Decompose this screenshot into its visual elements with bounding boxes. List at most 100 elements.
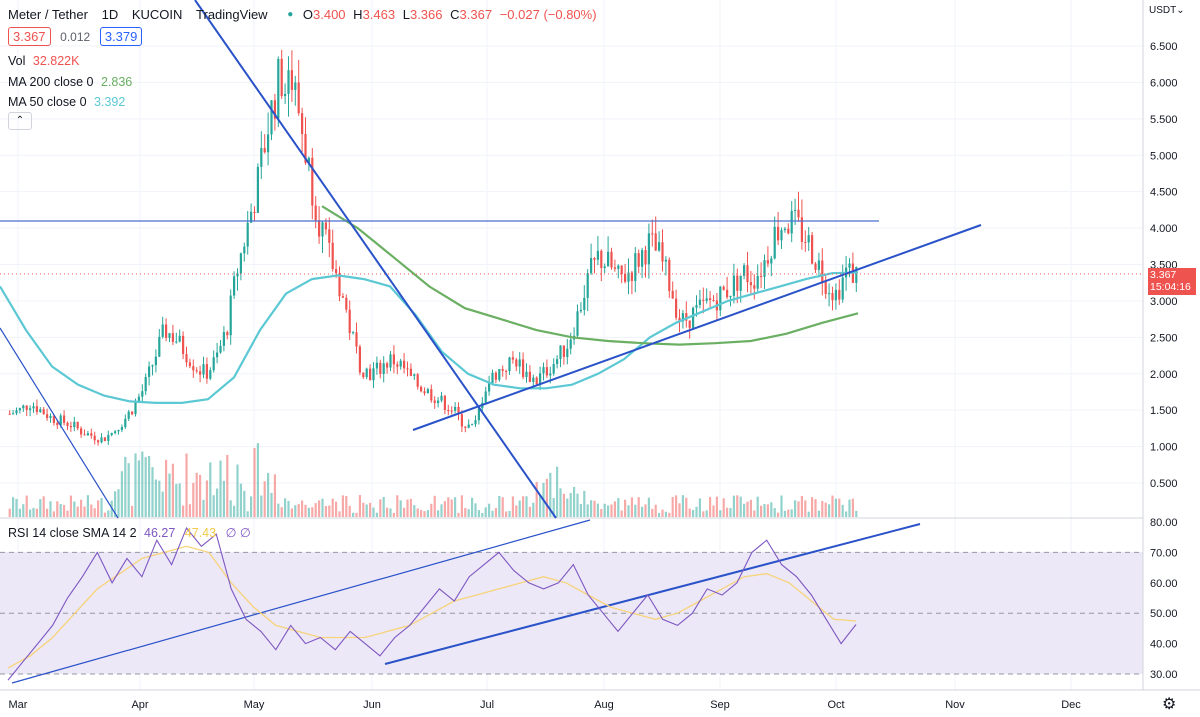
volume-bar [746, 501, 749, 517]
candle-body [834, 289, 837, 301]
collapse-legend-button[interactable]: ⌃ [8, 112, 32, 130]
volume-bar [532, 502, 535, 517]
candle-body [284, 93, 287, 97]
candle-body [63, 415, 66, 423]
candle-body [807, 235, 810, 243]
volume-bar [634, 504, 637, 517]
bid-price-box[interactable]: 3.367 [8, 27, 51, 46]
candle-body [559, 345, 562, 360]
candle-body [817, 260, 820, 270]
rsi-legend[interactable]: RSI 14 close SMA 14 2 46.27 47.43 ∅ ∅ [8, 525, 251, 541]
rsi-trendline-long[interactable] [11, 519, 591, 684]
candle-body [467, 424, 470, 428]
candle-body [12, 413, 15, 415]
candle-body [59, 415, 62, 426]
volume-bar [576, 493, 579, 517]
open-value: 3.400 [313, 7, 346, 23]
drawings[interactable] [0, 0, 982, 684]
candle-body [491, 372, 494, 384]
bar-countdown: 15:04:16 [1150, 281, 1191, 293]
candle-body [100, 437, 103, 443]
time-tick-label: Dec [1061, 699, 1081, 711]
candle-body [671, 290, 674, 299]
candle-body [770, 258, 773, 264]
last-price-value: 3.367 [1150, 269, 1177, 281]
volume-label: Vol [8, 53, 26, 68]
candle-body [314, 205, 317, 221]
candle-body [709, 298, 712, 300]
volume-bar [97, 500, 100, 517]
change-value: −0.027 (−0.80%) [499, 7, 597, 23]
volume-bar [712, 505, 715, 517]
gear-icon[interactable]: ⚙ [1162, 696, 1177, 713]
candle-body [154, 356, 157, 366]
volume-bar [766, 504, 769, 517]
candle-body [396, 364, 399, 367]
candle-body [124, 418, 127, 428]
candle-body [161, 324, 164, 337]
volume-bar [409, 498, 412, 517]
time-axis[interactable]: Mar Apr May Jun Jul Aug Sep Oct Nov Dec [9, 699, 1082, 711]
volume-bar [219, 460, 222, 517]
candle-body [712, 299, 715, 301]
volume-bar [365, 504, 368, 517]
descending-trendline-left[interactable] [0, 327, 119, 519]
volume-bar [263, 481, 266, 517]
volume-bar [209, 462, 212, 517]
ma50-legend[interactable]: MA 50 close 0 3.392 [8, 94, 125, 109]
volume-bar [671, 497, 674, 517]
candle-body [392, 354, 395, 365]
volume-bar [318, 500, 321, 517]
price-tick-label: 3.000 [1150, 296, 1178, 308]
ma200-label: MA 200 close 0 [8, 74, 94, 89]
rsi-trendline-short[interactable] [384, 523, 921, 665]
candle-body [226, 332, 229, 336]
candle-body [328, 229, 331, 243]
candle-body [148, 366, 151, 377]
ascending-support-line[interactable] [412, 224, 982, 431]
volume-legend[interactable]: Vol 32.822K [8, 53, 79, 68]
interval-label[interactable]: 1D [101, 7, 119, 23]
volume-bar [124, 456, 127, 517]
candle-body [828, 293, 831, 295]
candle-body [168, 333, 171, 338]
volume-bar [195, 472, 198, 517]
volume-bars [8, 443, 858, 517]
volume-bar [321, 498, 324, 517]
candle-body [287, 70, 290, 94]
candle-body [365, 368, 368, 378]
candle-body [539, 373, 542, 385]
volume-bar [437, 510, 440, 517]
market-status-icon: ● [287, 9, 294, 21]
candle-body [749, 282, 752, 286]
candle-body [103, 437, 106, 441]
volume-bar [549, 472, 552, 517]
ask-price-box[interactable]: 3.379 [99, 27, 143, 46]
symbol-name[interactable]: Meter / Tether [8, 7, 88, 23]
currency-selector[interactable]: USDT⌄ [1149, 5, 1185, 16]
symbol-legend[interactable]: Meter / Tether 1D KUCOIN TradingView ● O… [8, 6, 601, 22]
volume-bar [600, 508, 603, 517]
rsi-label: RSI 14 close SMA 14 2 [8, 525, 137, 540]
volume-bar [702, 511, 705, 517]
volume-bar [120, 471, 123, 517]
volume-bar [841, 504, 844, 517]
candle-body [83, 434, 86, 436]
price-axis[interactable]: 6.5006.0005.5005.0004.5004.0003.5003.000… [1150, 41, 1178, 490]
rsi-tick-label: 40.00 [1150, 639, 1178, 651]
volume-bar [491, 510, 494, 517]
volume-bar [729, 508, 732, 517]
candle-body [216, 352, 219, 358]
candle-body [420, 386, 423, 392]
candle-body [263, 147, 266, 153]
candle-body [93, 435, 96, 441]
volume-bar [413, 505, 416, 517]
volume-bar [545, 478, 548, 517]
rsi-axis[interactable]: 80.00 70.00 60.00 50.00 40.00 30.00 [1150, 517, 1178, 681]
candle-body [267, 134, 270, 153]
volume-bar [596, 503, 599, 517]
ma200-legend[interactable]: MA 200 close 0 2.836 [8, 74, 132, 89]
descending-trendline[interactable] [194, 0, 557, 519]
volume-bar [627, 505, 630, 517]
